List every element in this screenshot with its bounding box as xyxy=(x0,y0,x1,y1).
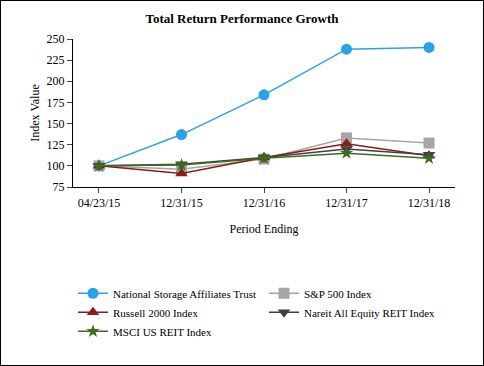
svg-text:04/23/15: 04/23/15 xyxy=(78,196,121,210)
svg-text:National Storage Affiliates Tr: National Storage Affiliates Trust xyxy=(113,288,256,300)
svg-text:12/31/16: 12/31/16 xyxy=(243,196,286,210)
svg-text:12/31/15: 12/31/15 xyxy=(160,196,203,210)
svg-text:Period Ending: Period Ending xyxy=(230,222,299,236)
svg-text:225: 225 xyxy=(47,53,65,67)
svg-text:100: 100 xyxy=(47,159,65,173)
svg-text:75: 75 xyxy=(53,180,65,194)
svg-text:S&P 500 Index: S&P 500 Index xyxy=(304,288,372,300)
svg-text:12/31/18: 12/31/18 xyxy=(408,196,451,210)
svg-text:175: 175 xyxy=(47,96,65,110)
svg-text:150: 150 xyxy=(47,117,65,131)
svg-text:Total Return Performance Growt: Total Return Performance Growth xyxy=(145,11,339,26)
svg-text:12/31/17: 12/31/17 xyxy=(325,196,368,210)
svg-text:125: 125 xyxy=(47,138,65,152)
svg-text:250: 250 xyxy=(47,32,65,46)
svg-text:Index Value: Index Value xyxy=(28,84,42,141)
svg-text:MSCI US REIT Index: MSCI US REIT Index xyxy=(113,326,212,338)
svg-text:200: 200 xyxy=(47,74,65,88)
svg-text:Russell 2000 Index: Russell 2000 Index xyxy=(113,307,198,319)
svg-text:Nareit All Equity REIT Index: Nareit All Equity REIT Index xyxy=(304,307,435,319)
